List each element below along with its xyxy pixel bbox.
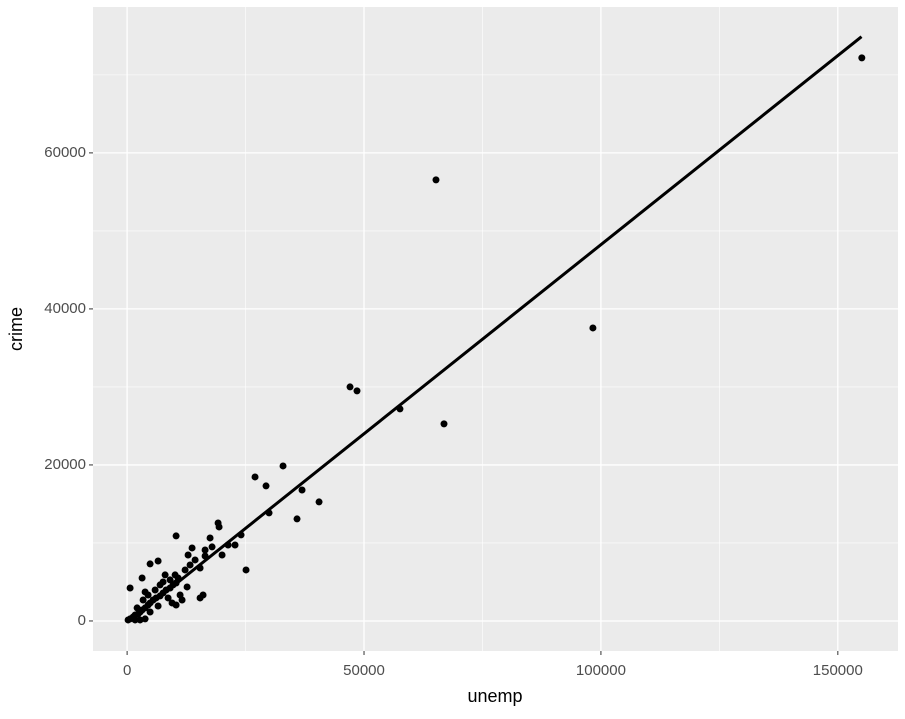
point (151, 586, 159, 594)
point (172, 601, 180, 609)
point (133, 604, 141, 612)
point (154, 602, 162, 610)
point (164, 594, 172, 602)
point (218, 551, 226, 559)
x-tick-label: 0 (123, 662, 131, 679)
point (208, 543, 216, 551)
y-axis-title: crime (6, 307, 26, 351)
y-tick-label: 60000 (44, 144, 86, 161)
point (141, 615, 149, 623)
point (251, 473, 259, 481)
point (146, 608, 154, 616)
fit-line (128, 35, 863, 623)
point (215, 523, 223, 531)
point (262, 482, 270, 490)
point (315, 498, 323, 506)
point (298, 486, 306, 494)
point (279, 462, 287, 470)
point (156, 581, 164, 589)
point (206, 534, 214, 542)
point (293, 515, 301, 523)
x-tick-label: 50000 (343, 662, 385, 679)
point (242, 566, 250, 574)
point (432, 176, 440, 184)
point (231, 541, 239, 549)
point (146, 560, 154, 568)
point (191, 556, 199, 564)
point (178, 596, 186, 604)
point (199, 591, 207, 599)
point (346, 383, 354, 391)
point (154, 557, 162, 565)
point (353, 387, 361, 395)
point (183, 583, 191, 591)
x-axis-title: unemp (467, 686, 522, 706)
point (184, 551, 192, 559)
x-tick-label: 150000 (813, 662, 863, 679)
point (858, 54, 866, 62)
x-tick-label: 100000 (576, 662, 626, 679)
point (188, 544, 196, 552)
y-tick-label: 20000 (44, 456, 86, 473)
point (201, 546, 209, 554)
point (440, 420, 448, 428)
point (186, 561, 194, 569)
point (161, 571, 169, 579)
point (172, 532, 180, 540)
point (589, 324, 597, 332)
point (181, 566, 189, 574)
point (139, 596, 147, 604)
point (141, 588, 149, 596)
y-tick-label: 0 (78, 612, 86, 629)
point (126, 584, 134, 592)
point (138, 574, 146, 582)
y-tick-label: 40000 (44, 300, 86, 317)
